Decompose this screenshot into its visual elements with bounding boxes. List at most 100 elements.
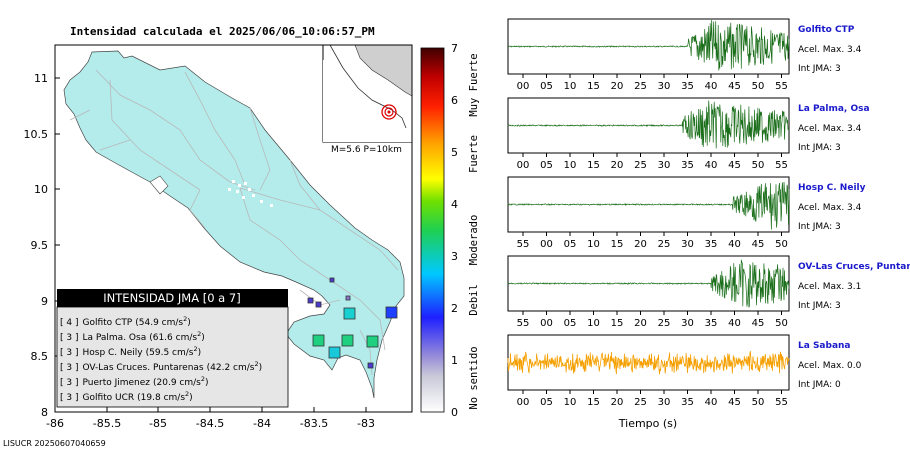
waveform-tick-label: 25: [634, 160, 647, 171]
station-marker: [343, 307, 356, 320]
waveform-tick-label: 40: [705, 81, 718, 92]
waveform-tick-label: 45: [752, 318, 765, 329]
waveform-tick-label: 30: [658, 160, 671, 171]
station-jma: Int JMA: 3: [798, 301, 841, 311]
station-marker: [341, 334, 354, 347]
waveform-tick-label: 40: [705, 160, 718, 171]
waveform-tick-label: 15: [587, 160, 600, 171]
station-marker: [329, 277, 335, 283]
waveform-tick-label: 10: [587, 318, 600, 329]
legend-title: INTENSIDAD JMA [0 a 7]: [103, 291, 240, 305]
station-name: La Sabana: [798, 341, 851, 351]
colorbar-class-label: Muy Fuerte: [468, 53, 480, 116]
waveform-tick-label: 15: [587, 397, 600, 408]
legend-item: [ 3 ] OV-Las Cruces. Puntarenas (42.2 cm/s…: [60, 360, 262, 373]
colorbar-class-label: No sentido: [468, 346, 480, 409]
urban-area: [228, 180, 273, 207]
waveform-tick-label: 40: [705, 397, 718, 408]
station-name: Hosp C. Neily: [798, 183, 866, 193]
colorbar-class-label: Debil: [468, 284, 480, 316]
waveform-tick-label: 05: [564, 239, 577, 250]
map-x-tick-label: -85: [149, 417, 167, 430]
station-jma: Int JMA: 0: [798, 380, 841, 390]
waveform-tick-label: 00: [540, 318, 553, 329]
station-name: La Palma, Osa: [798, 104, 870, 114]
location-inset: [322, 44, 413, 143]
page-title: Intensidad calculada el 2025/06/06_10:06…: [70, 25, 375, 38]
waveform-tick-label: 55: [775, 81, 788, 92]
costa-rica-land: [63, 50, 405, 399]
waveform-panel: 00 05 10 15 20 25 30 35 40 45 50 55 La Palma, Osa Ace…: [507, 97, 870, 171]
station-accel: Acel. Max. 3.4: [798, 124, 862, 134]
waveform-panel: 55 00 05 10 15 20 25 30 35 40 45 50 Hosp C. Neily Ace…: [507, 176, 866, 250]
waveform-tick-label: 30: [658, 397, 671, 408]
waveform-tick-label: 25: [658, 318, 671, 329]
waveform-tick-label: 25: [658, 239, 671, 250]
waveform-tick-label: 20: [611, 160, 624, 171]
waveform-tick-label: 55: [517, 318, 530, 329]
waveform-tick-label: 55: [775, 160, 788, 171]
waveform-trace: [507, 259, 790, 308]
map-x-tick-label: -83: [357, 417, 375, 430]
waveform-tick-label: 10: [587, 239, 600, 250]
waveform-tick-label: 50: [752, 160, 765, 171]
map-x-tick-label: -85.5: [93, 417, 121, 430]
legend-item: [ 4 ] Golfito CTP (54.9 cm/s2): [60, 315, 191, 328]
map-x-tick-label: -84.5: [196, 417, 224, 430]
waveform-tick-label: 15: [611, 318, 624, 329]
waveform-tick-label: 35: [705, 239, 718, 250]
intensity-legend: INTENSIDAD JMA [0 a 7] [ 4 ] Golfito CTP(…: [56, 289, 289, 408]
waveform-tick-label: 35: [681, 81, 694, 92]
station-accel: Acel. Max. 0.0: [798, 361, 862, 371]
colorbar-tick-label: 0: [451, 406, 458, 419]
footer-id: LISUCR 20250607040659: [3, 439, 106, 448]
legend-item: [ 3 ] La Palma. Osa (61.6 cm/s2): [60, 330, 205, 343]
map-x-tick-label: -84: [253, 417, 271, 430]
waveform-tick-label: 00: [517, 81, 530, 92]
station-accel: Acel. Max. 3.4: [798, 45, 862, 55]
colorbar-class-label: Moderado: [468, 215, 480, 266]
waveform-tick-label: 50: [752, 397, 765, 408]
legend-item: [ 3 ] Hosp C. Neily (59.5 cm/s2): [60, 345, 201, 358]
map-y-tick-label: 10.5: [24, 128, 49, 141]
map-x-tick-label: -86: [46, 417, 64, 430]
waveform-tick-label: 20: [611, 397, 624, 408]
waveform-tick-label: 25: [634, 397, 647, 408]
station-marker: [366, 335, 379, 348]
waveform-tick-label: 00: [517, 160, 530, 171]
waveform-tick-label: 05: [540, 81, 553, 92]
map-y-tick-label: 9: [41, 295, 48, 308]
station-markers: [307, 277, 398, 369]
colorbar-tick-label: 4: [451, 198, 458, 211]
map-y-tick-label: 11: [34, 72, 48, 85]
colorbar-tick-label: 7: [451, 42, 458, 55]
waveform-tick-label: 50: [775, 239, 788, 250]
map-y-axis: 11 10.5 10 9.5 9 8.5 8: [24, 72, 49, 419]
waveform-panel: 00 05 10 15 20 25 30 35 40 45 50 55 Golfito CTP Acel.…: [507, 18, 862, 92]
waveform-tick-label: 05: [540, 397, 553, 408]
intensity-colorbar: 7 6 5 4 3 2 1 0 Muy Fuerte Fuerte Modera…: [420, 42, 480, 419]
waveform-tick-label: 45: [752, 239, 765, 250]
colorbar-class-label: Fuerte: [468, 135, 480, 173]
waveform-tick-label: 50: [752, 81, 765, 92]
waveform-tick-label: 40: [728, 239, 741, 250]
colorbar-tick-label: 5: [451, 146, 458, 159]
waveform-tick-label: 05: [564, 318, 577, 329]
waveform-tick-label: 20: [611, 81, 624, 92]
waveform-tick-label: 00: [540, 239, 553, 250]
waveform-tick-label: 10: [564, 397, 577, 408]
waveform-tick-label: 25: [634, 81, 647, 92]
map-x-axis: -86 -85.5 -85 -84.5 -84 -83.5 -83: [46, 417, 375, 430]
waveform-trace: [507, 19, 790, 71]
waveform-tick-label: 30: [681, 239, 694, 250]
waveform-tick-label: 05: [540, 160, 553, 171]
waveform-tick-label: 45: [728, 81, 741, 92]
legend-item-level: [ 4 ]: [60, 318, 78, 328]
map-y-tick-label: 10: [34, 183, 48, 196]
colorbar-tick-label: 2: [451, 302, 458, 315]
station-name: Golfito CTP: [798, 25, 855, 35]
waveform-tick-label: 50: [775, 318, 788, 329]
waveform-tick-label: 35: [681, 397, 694, 408]
station-name: OV-Las Cruces, Puntar: [798, 262, 910, 272]
